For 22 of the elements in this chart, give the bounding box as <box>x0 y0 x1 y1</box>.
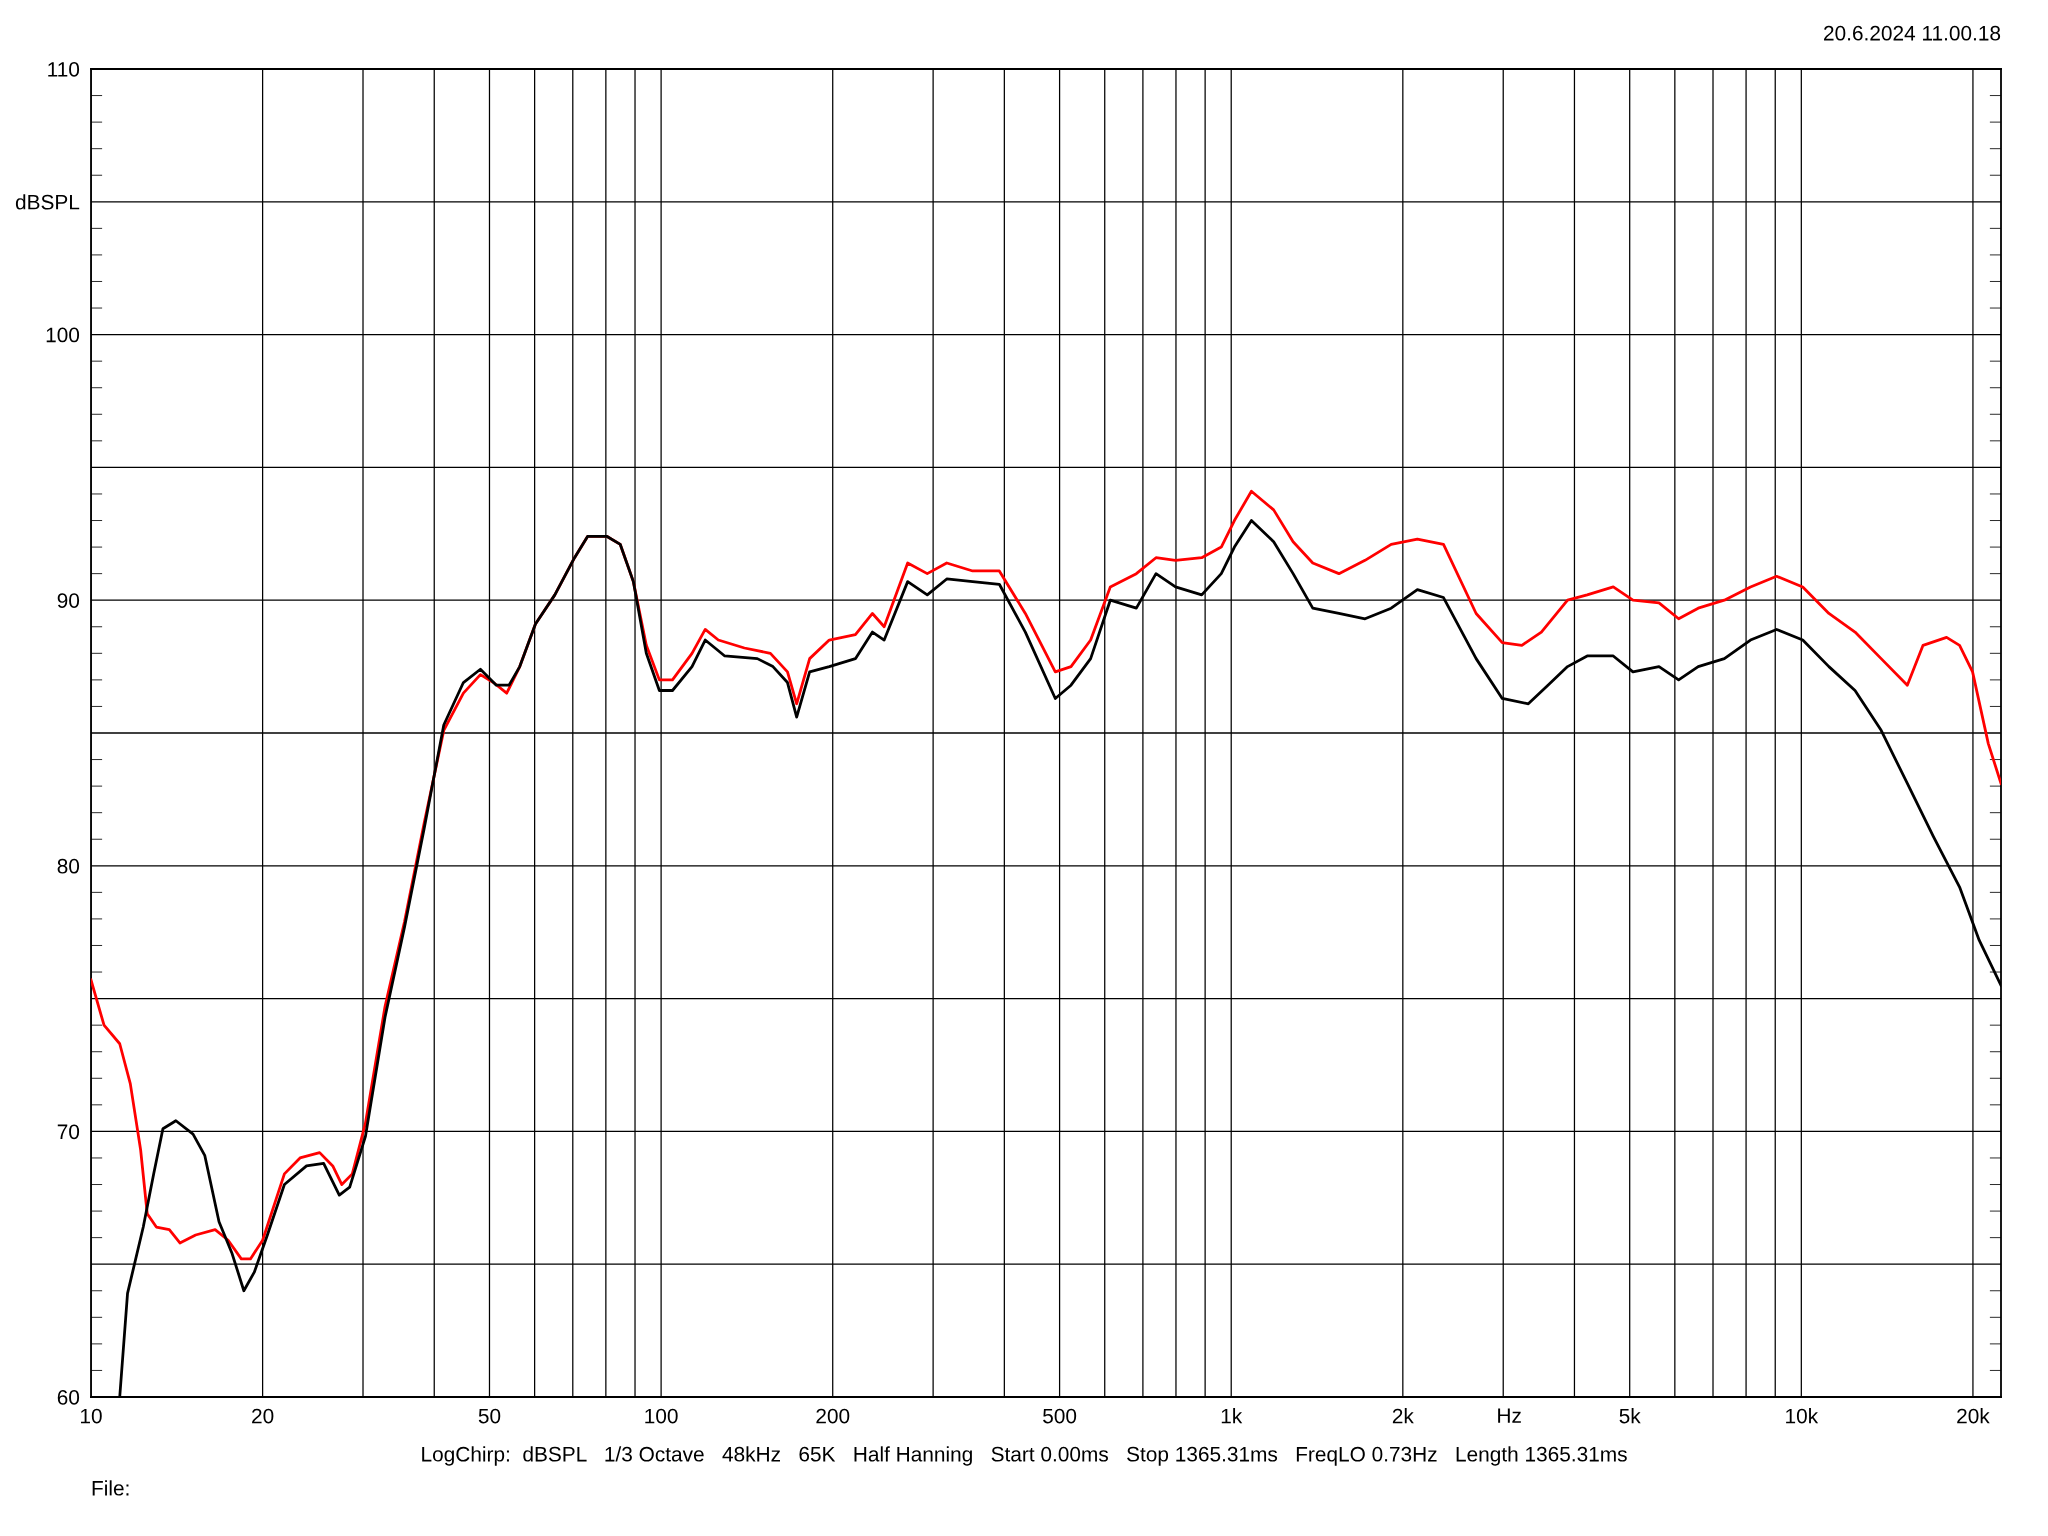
y-tick-label: 60 <box>57 1390 80 1405</box>
x-tick-label: 500 <box>1043 1408 1077 1424</box>
y-tick-label: 80 <box>57 858 80 874</box>
x-tick-label: 5k <box>1619 1408 1641 1424</box>
y-tick-label: 70 <box>57 1124 80 1140</box>
text: LogChirp: dBSPL 1/3 Octave 48kHz 65K Half Hanning Start 0.00ms Stop 1365.31ms FreqLO 0.73Hz Length 1365.31ms <box>422 1446 1627 1466</box>
x-tick-label: 50 <box>478 1408 501 1424</box>
x-tick-label: 10 <box>81 1408 102 1424</box>
x-tick-label: 2k <box>1392 1408 1414 1424</box>
x-axis-title: Hz <box>1498 1408 1521 1423</box>
x-tick-label: 100 <box>645 1408 678 1424</box>
x-tick-label: 1k <box>1221 1408 1243 1424</box>
x-tick-label: 20k <box>1957 1408 1990 1424</box>
text: File: <box>92 1480 129 1496</box>
x-tick-label: 200 <box>816 1408 850 1424</box>
y-tick-label: 100 <box>46 327 80 343</box>
y-tick-label: 110 <box>48 62 80 77</box>
x-tick-label: 10k <box>1786 1408 1819 1424</box>
y-tick-label: dBSPL <box>15 194 80 210</box>
y-tick-label: 90 <box>57 593 80 608</box>
text: 20.6.2024 11.00.18 <box>1824 25 2001 41</box>
x-tick-label: 20 <box>252 1408 274 1424</box>
